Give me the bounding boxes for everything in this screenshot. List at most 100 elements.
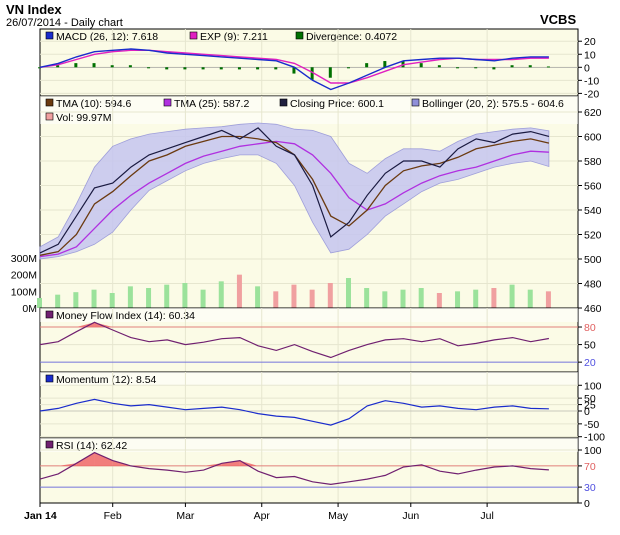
x-tick-label-2: Mar (176, 510, 195, 522)
panel-2-legend-bg (40, 308, 578, 322)
ytick-label-1-2: 580 (584, 156, 602, 168)
volume-bar (473, 289, 479, 308)
volume-bar (400, 289, 406, 308)
divergence-bar (128, 65, 132, 68)
bollinger-band (39, 122, 550, 260)
volume-bar (527, 289, 533, 308)
ytick-label-3-4: -50 (584, 419, 599, 431)
vol-tick-label-3: 0M (22, 303, 37, 315)
legend-swatch-0-2 (295, 31, 304, 40)
volume-bar (273, 291, 279, 308)
x-tick-label-5: Jun (402, 510, 419, 522)
legend-swatch-1-1 (163, 98, 172, 107)
tma25-line (39, 140, 549, 258)
volume-bar (345, 278, 351, 308)
legend-swatch-1-3 (411, 98, 420, 107)
legend-label-1-1: TMA (25): 587.2 (174, 98, 249, 110)
legend-swatch-0-0 (45, 31, 54, 40)
ytick-label-4-3: 0 (584, 498, 590, 510)
legend-swatch-0-1 (189, 31, 198, 40)
legend-label-3-0: Momentum (12): 8.54 (56, 374, 157, 386)
volume-bar (309, 289, 315, 308)
ytick-label-1-3: 560 (584, 181, 602, 193)
ytick-label-4-2: 30 (584, 482, 596, 494)
ytick-label-4-0: 100 (584, 445, 602, 457)
volume-bar (109, 293, 115, 308)
divergence-bar (492, 67, 496, 70)
volume-bar (200, 289, 206, 308)
divergence-bar (474, 67, 478, 69)
divergence-bar (528, 65, 532, 68)
volume-bar (491, 288, 497, 308)
ytick-label-3-1: 50 (584, 393, 596, 405)
divergence-bar (274, 67, 278, 70)
divergence-bar (237, 67, 241, 70)
legend-label-1-4: Vol: 99.97M (56, 112, 111, 124)
divergence-bar (110, 65, 114, 68)
volume-bar (73, 292, 79, 308)
ytick-label-1-1: 600 (584, 132, 602, 144)
ytick-label-3-2: 25 (584, 400, 596, 412)
volume-bar (127, 286, 133, 308)
ytick-label-3-0: 100 (584, 380, 602, 392)
volume-bar (218, 281, 224, 308)
ytick-label-1-5: 520 (584, 230, 602, 242)
ytick-label-0-0: 20 (584, 36, 596, 48)
ytick-label-2-2: 20 (584, 357, 596, 369)
volume-bar (364, 288, 370, 308)
divergence-bar (56, 65, 60, 68)
divergence-bar (147, 67, 151, 69)
legend-swatch-1-0 (45, 98, 54, 107)
overbought-fill (76, 322, 95, 328)
legend-label-1-0: TMA (10): 594.6 (56, 98, 131, 110)
divergence-bar (201, 67, 205, 70)
legend-swatch-2-0 (45, 310, 54, 319)
legend-swatch-3-0 (45, 374, 54, 383)
divergence-bar (219, 67, 223, 70)
legend-label-0-2: Divergence: 0.4072 (306, 31, 397, 43)
vol-tick-label-2: 100M (11, 286, 37, 298)
overbought-fill (421, 464, 440, 466)
overbought-fill (58, 463, 77, 466)
overbought-fill (94, 452, 113, 466)
legend-label-0-1: EXP (9): 7.211 (200, 31, 268, 43)
legend-label-4-0: RSI (14): 62.42 (56, 440, 127, 452)
ytick-label-1-0: 620 (584, 107, 602, 119)
panel-0-frame (39, 28, 579, 99)
divergence-bar (38, 67, 41, 69)
ytick-label-0-2: 0 (584, 62, 590, 74)
x-tick-label-0: Jan 14 (24, 510, 57, 522)
x-tick-label-4: May (328, 510, 349, 522)
divergence-bar (165, 67, 169, 70)
x-tick-label-3: Apr (254, 510, 271, 522)
macd-line (39, 48, 549, 91)
volume-bar (436, 293, 442, 308)
volume-bar (236, 274, 242, 308)
volume-bar (291, 284, 297, 308)
divergence-bar (456, 67, 460, 69)
ytick-label-0-1: 10 (584, 49, 596, 61)
momentum-line (39, 398, 549, 426)
divergence-bar (92, 63, 96, 68)
divergence-bar (183, 67, 187, 70)
vol-tick-label-1: 200M (11, 270, 37, 282)
ytick-label-0-4: -20 (584, 88, 599, 100)
ytick-label-4-1: 70 (584, 461, 596, 473)
divergence-bar (437, 65, 441, 68)
legend-swatch-1-4 (45, 112, 54, 121)
volume-bar (37, 298, 42, 308)
overbought-fill (239, 460, 259, 466)
legend-label-0-0: MACD (26, 12): 7.618 (56, 31, 158, 43)
volume-bar (327, 283, 333, 308)
divergence-bar (74, 63, 78, 68)
panel-3-legend-bg (40, 372, 578, 386)
volume-bar (91, 289, 97, 308)
x-tick-label-1: Feb (104, 510, 122, 522)
mfi-line (39, 321, 550, 359)
divergence-bar (365, 63, 369, 68)
ytick-label-2-0: 80 (584, 322, 596, 334)
panel-4-legend-bg (40, 438, 578, 452)
divergence-bar (256, 67, 260, 70)
ytick-label-2-1: 50 (584, 340, 596, 352)
divergence-bar (346, 67, 350, 69)
